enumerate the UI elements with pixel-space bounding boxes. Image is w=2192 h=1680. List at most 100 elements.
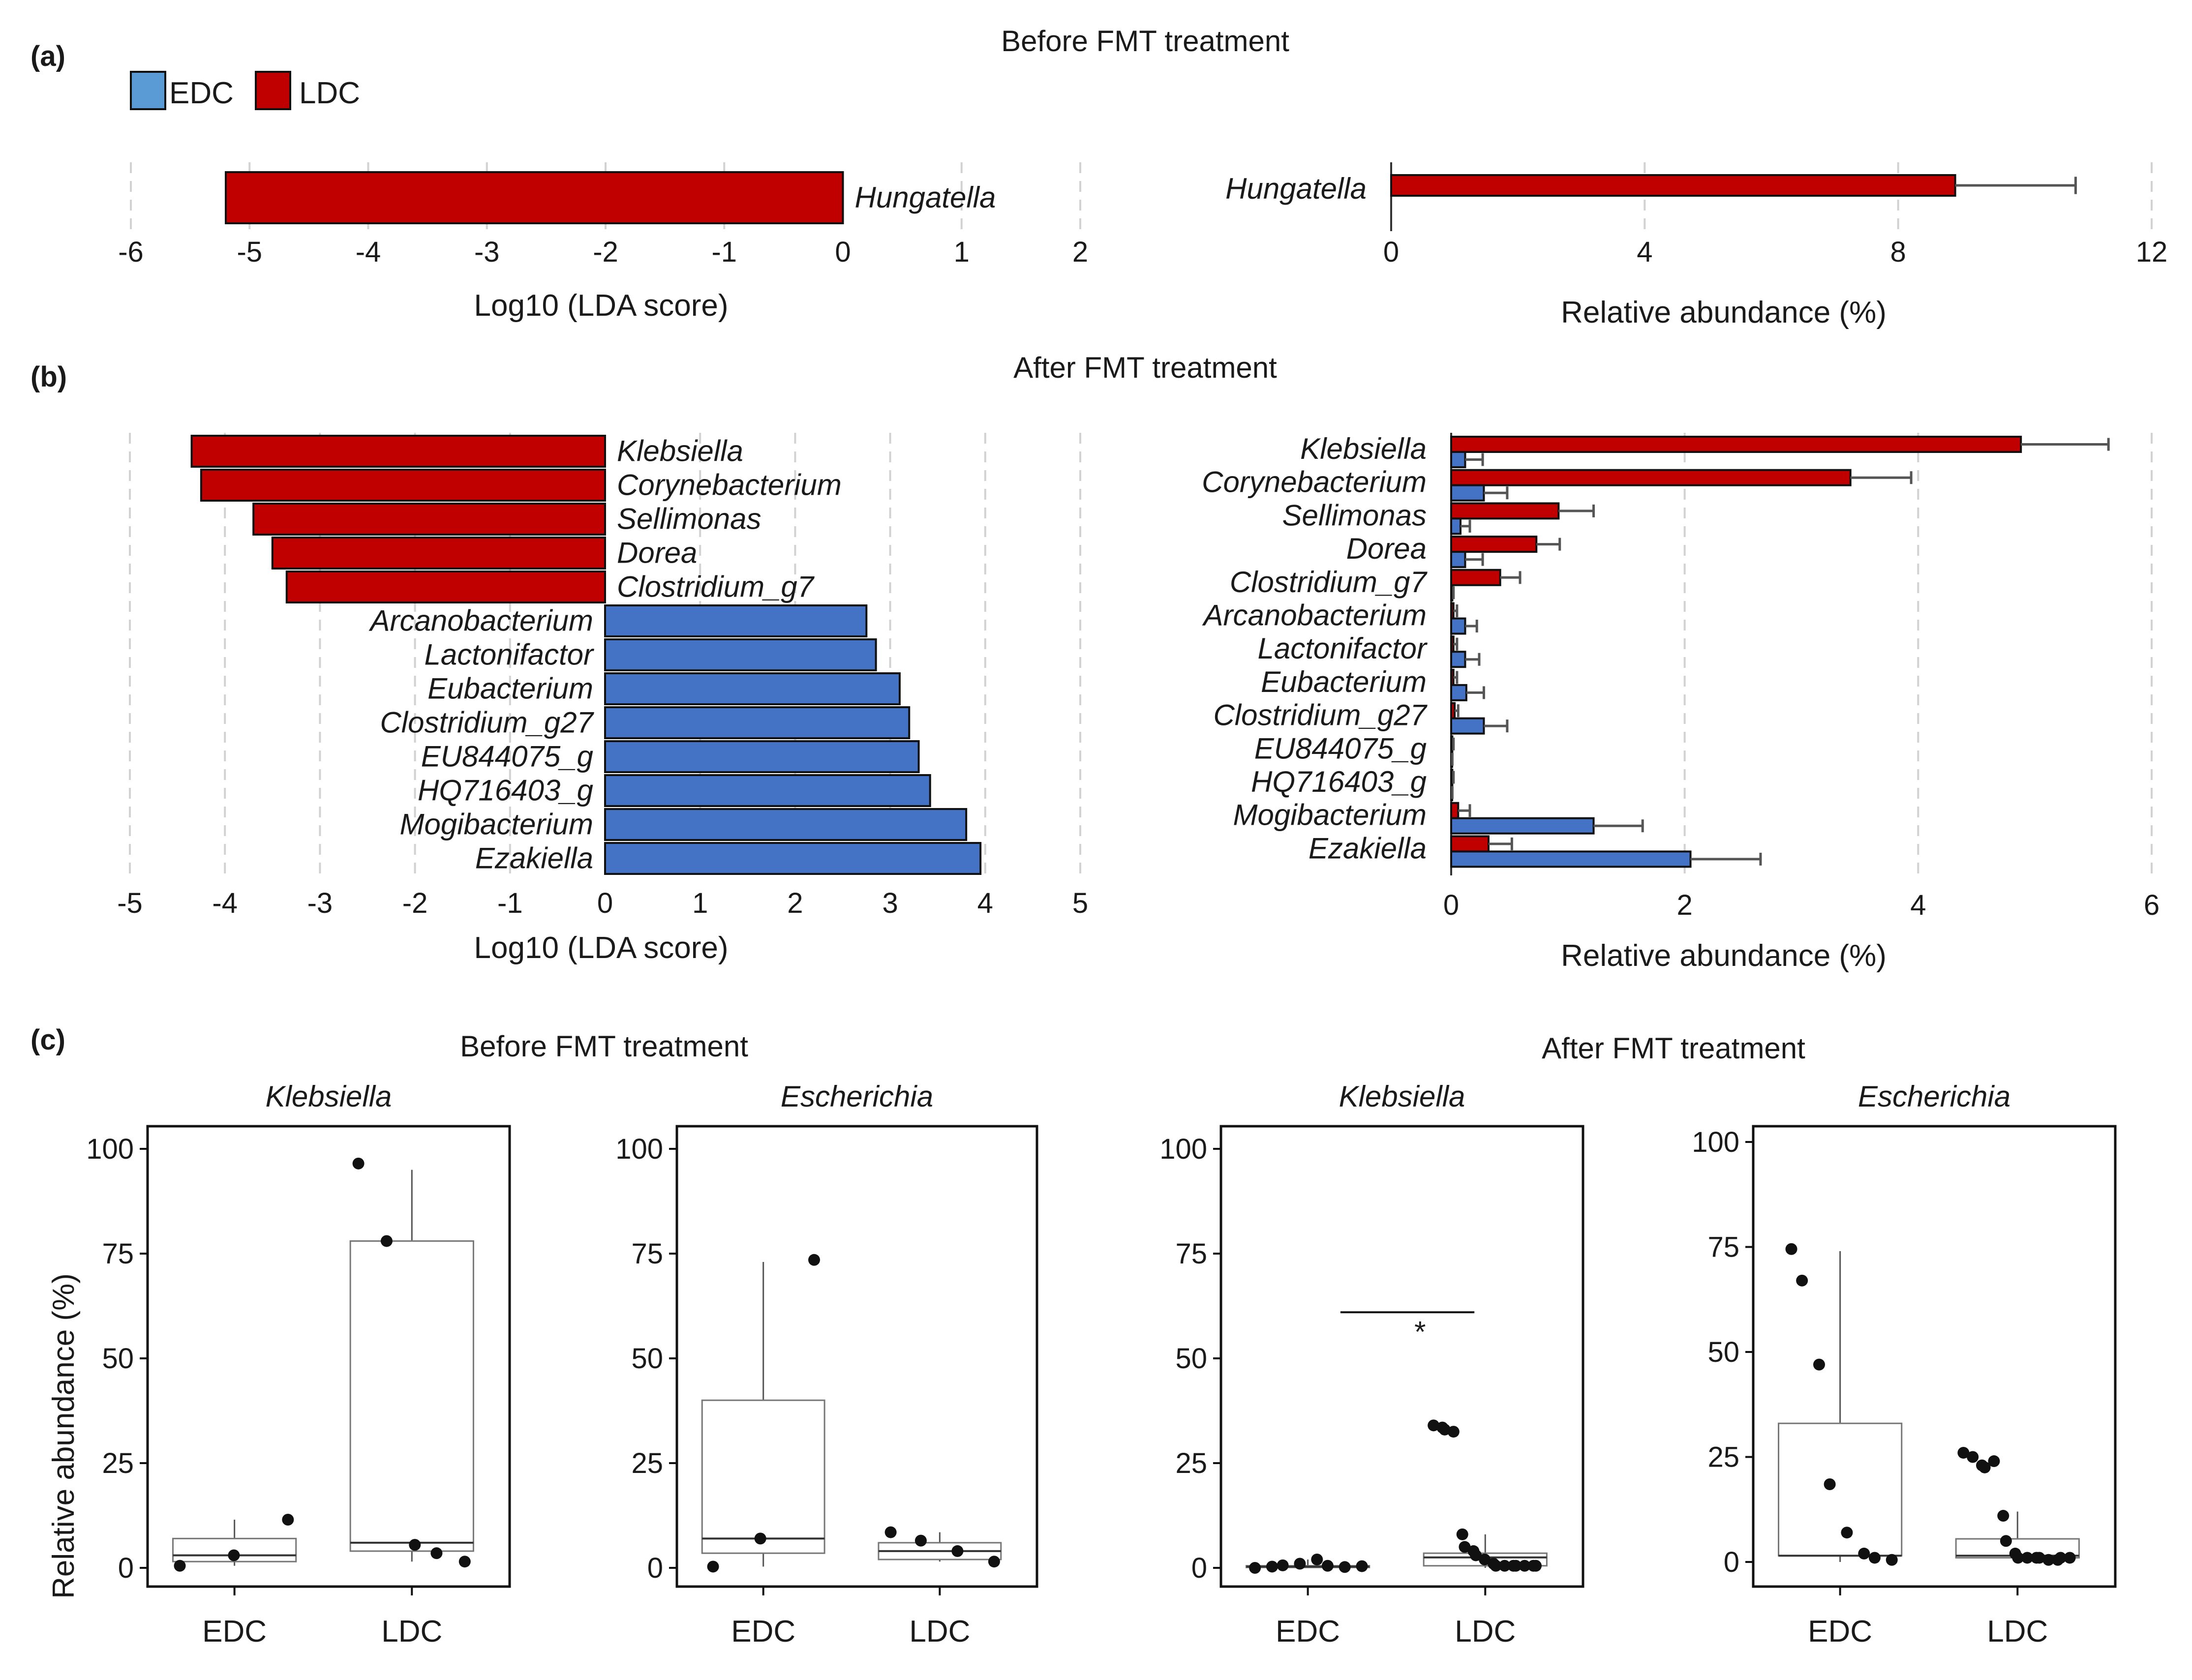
group-title-after: After FMT treatment bbox=[1542, 1032, 1805, 1065]
point-ldc-2 bbox=[409, 1539, 421, 1551]
panel-label-c: (c) bbox=[30, 1024, 65, 1056]
chart-a-lda: -6 -5 -4 -3 -2 -1 0 1 2 Hungatella bbox=[118, 162, 1088, 268]
y-tick-100: 100 bbox=[1159, 1133, 1207, 1165]
legend-swatch-ldc bbox=[255, 71, 291, 110]
label-clostridium-g27: Clostridium_g27 bbox=[1213, 699, 1428, 732]
x-tick-0: 0 bbox=[1383, 236, 1399, 268]
bar-hungatella bbox=[225, 171, 844, 224]
x-tick-edc: EDC bbox=[1808, 1615, 1872, 1649]
xlabel-b-lda: Log10 (LDA score) bbox=[474, 931, 729, 965]
point-edc-5 bbox=[1858, 1547, 1870, 1560]
y-tick-50: 50 bbox=[631, 1343, 663, 1375]
x-tick--3: -3 bbox=[307, 887, 333, 919]
point-ldc-2 bbox=[1438, 1423, 1451, 1436]
x-tick-ldc: LDC bbox=[381, 1615, 442, 1649]
x-tick--5: -5 bbox=[237, 236, 262, 268]
bar-corynebacterium-edc bbox=[1450, 484, 1485, 502]
x-tick-2: 2 bbox=[1677, 889, 1693, 921]
label-arcanobacterium: Arcanobacterium bbox=[1202, 599, 1427, 632]
bar-clostridium-g27-ldc bbox=[1450, 702, 1456, 720]
point-ldc-11 bbox=[2033, 1552, 2045, 1564]
y-tick-25: 25 bbox=[631, 1447, 663, 1479]
bar-eubacterium-edc bbox=[1450, 684, 1467, 701]
point-ldc-12 bbox=[2042, 1554, 2055, 1566]
label-eu844075-g: EU844075_g bbox=[421, 740, 593, 773]
legend-label-ldc: LDC bbox=[299, 76, 360, 110]
label-lactonifactor: Lactonifactor bbox=[1257, 632, 1428, 665]
box-chart-before-escherichia: Escherichia 0 25 50 75 100 EDC LDC bbox=[615, 1080, 1038, 1649]
bar-lactonifactor-ldc bbox=[1450, 635, 1455, 653]
point-ldc-5 bbox=[1997, 1510, 2009, 1522]
bar-corynebacterium-ldc bbox=[1450, 469, 1852, 486]
chart-title-escherichia: Escherichia bbox=[1858, 1080, 2010, 1113]
bar-klebsiella bbox=[190, 435, 606, 468]
chart-title-klebsiella: Klebsiella bbox=[266, 1080, 392, 1113]
bar-clostridium-g27 bbox=[604, 706, 911, 739]
point-ldc-15 bbox=[2064, 1552, 2076, 1564]
point-ldc-1 bbox=[1967, 1451, 1979, 1463]
bar-klebsiella-edc bbox=[1450, 451, 1466, 468]
point-edc-0 bbox=[1785, 1243, 1797, 1255]
point-ldc-2 bbox=[951, 1545, 964, 1557]
point-ldc-16 bbox=[1529, 1560, 1542, 1572]
bar-eubacterium-ldc bbox=[1450, 668, 1455, 686]
label-mogibacterium: Mogibacterium bbox=[1233, 799, 1427, 832]
x-tick-3: 3 bbox=[882, 887, 898, 919]
point-ldc-3 bbox=[988, 1556, 1000, 1568]
x-tick--2: -2 bbox=[593, 236, 618, 268]
panel-label-a: (a) bbox=[30, 40, 65, 72]
x-tick-0: 0 bbox=[597, 887, 613, 919]
label-hq716403-g: HQ716403_g bbox=[1251, 765, 1427, 798]
point-ldc-3 bbox=[430, 1547, 443, 1560]
label-hungatella: Hungatella bbox=[855, 181, 996, 214]
x-tick--1: -1 bbox=[497, 887, 523, 919]
xlabel-b-abundance: Relative abundance (%) bbox=[1561, 939, 1887, 973]
label-sellimonas: Sellimonas bbox=[617, 503, 761, 536]
x-tick-edc: EDC bbox=[202, 1615, 267, 1649]
point-ldc-9 bbox=[2021, 1552, 2034, 1564]
x-tick--1: -1 bbox=[711, 236, 737, 268]
label-sellimonas: Sellimonas bbox=[1282, 499, 1427, 532]
bar-hq716403-g bbox=[604, 774, 931, 807]
label-hungatella: Hungatella bbox=[1225, 172, 1367, 205]
bar-clostridium-g7 bbox=[285, 570, 606, 603]
point-edc-2 bbox=[282, 1514, 294, 1526]
y-tick-50: 50 bbox=[1175, 1343, 1207, 1375]
plot-frame bbox=[675, 1125, 1038, 1588]
point-edc-2 bbox=[1813, 1358, 1825, 1371]
x-tick-4: 4 bbox=[1637, 236, 1652, 268]
point-edc-2 bbox=[808, 1254, 821, 1266]
x-tick-5: 5 bbox=[1072, 887, 1088, 919]
y-tick-100: 100 bbox=[86, 1133, 134, 1165]
y-tick-75: 75 bbox=[1175, 1238, 1207, 1270]
bar-klebsiella-ldc bbox=[1450, 436, 2022, 453]
bar-dorea-edc bbox=[1450, 551, 1466, 569]
label-arcanobacterium: Arcanobacterium bbox=[368, 604, 593, 637]
point-ldc-14 bbox=[2054, 1552, 2067, 1564]
point-edc-1 bbox=[1266, 1560, 1278, 1573]
y-tick-50: 50 bbox=[1707, 1336, 1739, 1368]
x-tick-8: 8 bbox=[1890, 236, 1906, 268]
x-tick-2: 2 bbox=[1072, 236, 1088, 268]
label-clostridium-g7: Clostridium_g7 bbox=[1230, 566, 1428, 599]
point-edc-5 bbox=[1321, 1560, 1334, 1572]
bar-sellimonas bbox=[252, 503, 606, 536]
point-ldc-7 bbox=[1470, 1549, 1482, 1561]
bar-clostridium-g7-ldc bbox=[1450, 569, 1501, 586]
bar-sellimonas-ldc bbox=[1450, 502, 1560, 520]
label-eu844075-g: EU844075_g bbox=[1254, 732, 1427, 765]
x-tick--6: -6 bbox=[118, 236, 144, 268]
point-edc-0 bbox=[174, 1560, 186, 1572]
xlabel-a-lda: Log10 (LDA score) bbox=[474, 289, 729, 323]
x-tick--3: -3 bbox=[474, 236, 500, 268]
x-tick-12: 12 bbox=[2136, 236, 2168, 268]
x-tick-edc: EDC bbox=[731, 1615, 795, 1649]
x-tick-0: 0 bbox=[1443, 889, 1459, 921]
point-edc-0 bbox=[1249, 1562, 1261, 1574]
bar-hungatella-ldc bbox=[1390, 174, 1956, 197]
y-tick-25: 25 bbox=[102, 1447, 134, 1479]
y-tick-75: 75 bbox=[1707, 1231, 1739, 1263]
bar-eubacterium bbox=[604, 672, 901, 705]
point-ldc-0 bbox=[1428, 1419, 1440, 1432]
